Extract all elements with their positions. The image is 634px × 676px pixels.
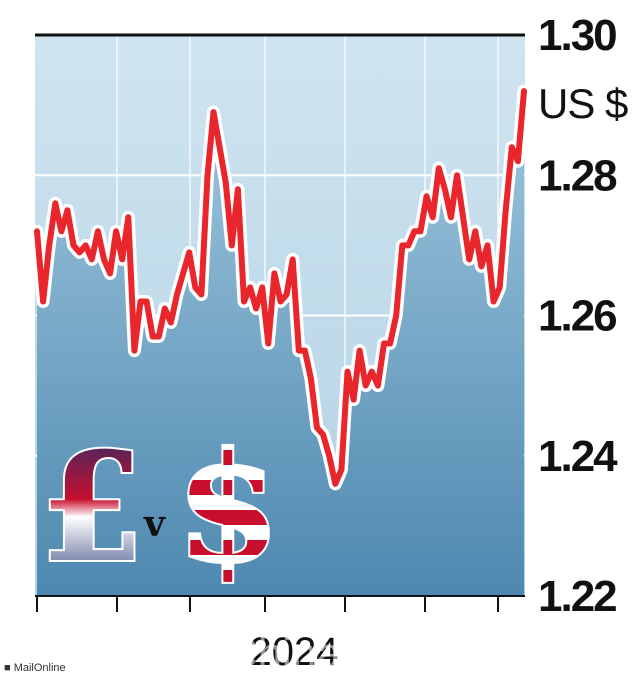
y-tick-label: 1.26 bbox=[538, 292, 616, 341]
area-fill bbox=[37, 91, 524, 596]
y-axis-tick-labels: 1.30 1.28 1.26 1.24 1.22 bbox=[538, 11, 620, 621]
y-tick-label: 1.28 bbox=[538, 151, 617, 200]
source-credit: ■ MailOnline bbox=[4, 662, 66, 674]
y-tick-label: 1.22 bbox=[538, 572, 616, 621]
x-axis-year-label: 2024 bbox=[250, 630, 339, 674]
dollar-flag-icon: $ bbox=[176, 420, 280, 596]
vs-label: v bbox=[143, 503, 166, 545]
pound-flag-icon: £ bbox=[40, 420, 144, 596]
y-axis-unit-label: US $ bbox=[538, 80, 628, 127]
watermark: China2au bbox=[226, 629, 414, 676]
series-line-gbp-usd bbox=[34, 88, 527, 487]
y-tick-label: 1.30 bbox=[538, 11, 616, 60]
x-axis-ticks bbox=[36, 596, 499, 612]
y-tick-label: 1.24 bbox=[538, 432, 618, 481]
pound-vs-dollar-graphic: £ v $ bbox=[38, 418, 282, 598]
